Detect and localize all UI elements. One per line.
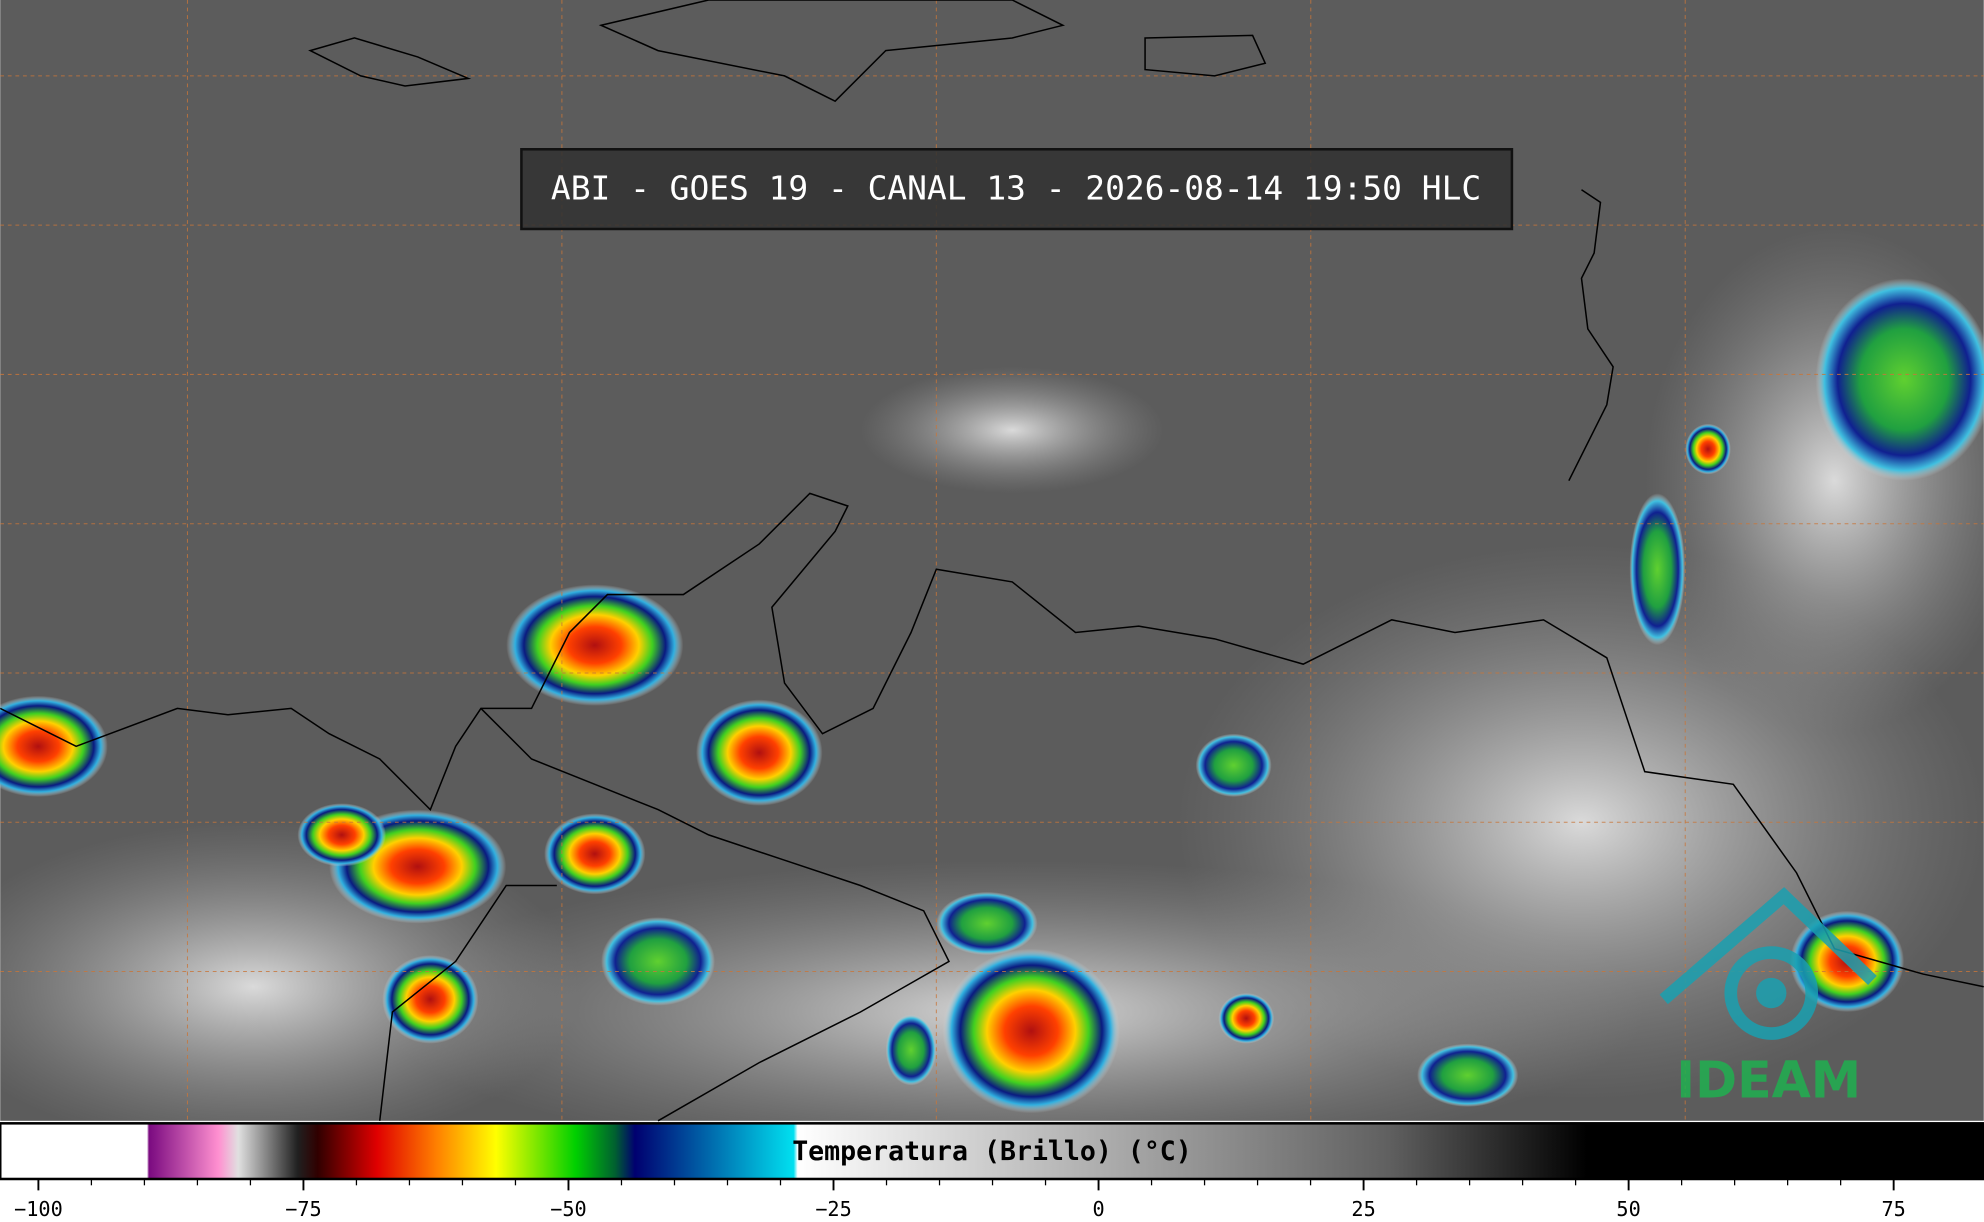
- colorbar-tick-label: −50: [550, 1197, 587, 1221]
- logo-text: IDEAM: [1676, 1051, 1861, 1110]
- title: ABI - GOES 19 - CANAL 13 - 2026-08-14 19…: [551, 168, 1481, 207]
- colorbar-label: Temperatura (Brillo) (°C): [792, 1136, 1192, 1167]
- colorbar-tick-label: −25: [815, 1197, 852, 1221]
- coastlines: [0, 0, 1984, 1122]
- colorbar-tick-label: −75: [285, 1197, 322, 1221]
- colorbar-tick-label: −100: [14, 1197, 63, 1221]
- logo: IDEAM: [1659, 887, 1877, 1110]
- colorbar-tick-label: 0: [1092, 1197, 1104, 1221]
- colorbar-tick-label: 25: [1351, 1197, 1375, 1221]
- colorbar: [0, 1122, 1984, 1181]
- title-box: [520, 148, 1514, 231]
- colorbar-tick-label: 50: [1616, 1197, 1640, 1221]
- colorbar-tick-label: 75: [1881, 1197, 1905, 1221]
- grid: [0, 0, 1984, 1121]
